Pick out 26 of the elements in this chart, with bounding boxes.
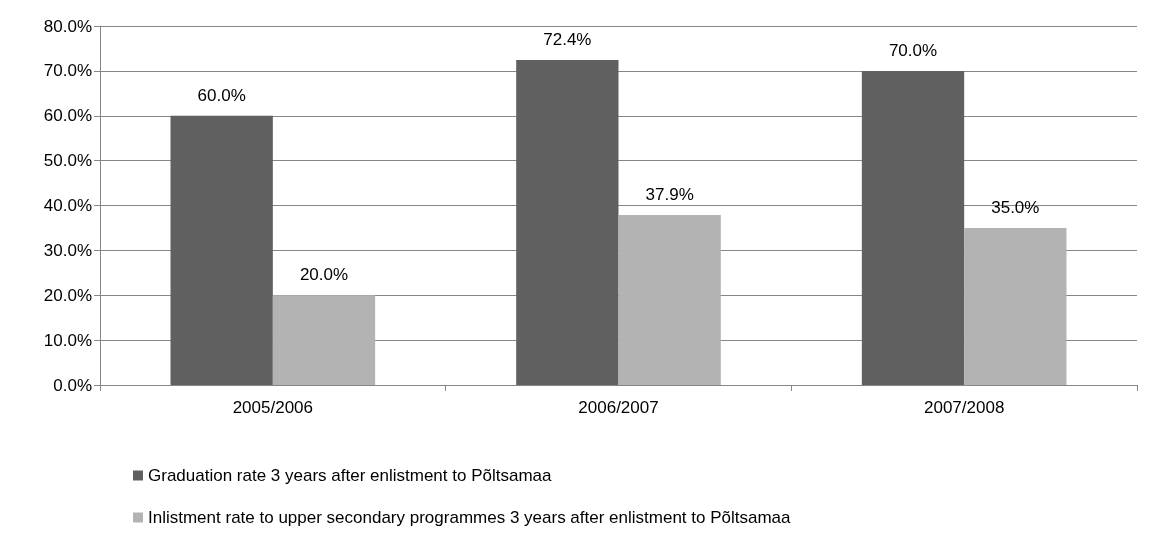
y-tick-label: 40.0% — [43, 196, 92, 215]
y-tick-label: 0.0% — [53, 375, 92, 395]
bar — [861, 70, 965, 385]
bar — [964, 227, 1067, 385]
y-tick-label: 10.0% — [43, 330, 92, 350]
x-tick-label: 2005/2006 — [232, 398, 314, 417]
data-label: 72.4% — [543, 30, 592, 50]
y-tick-label: 30.0% — [43, 240, 92, 260]
data-label: 70.0% — [888, 40, 938, 60]
legend-label: Inlistment rate to upper secondary programmes 3 years after enlistment to Põltsamaa — [148, 508, 792, 527]
y-tick-label: 70.0% — [43, 61, 92, 81]
x-tick-label: 2007/2008 — [923, 398, 1005, 417]
data-label: 60.0% — [197, 85, 246, 105]
y-tick-label: 20.0% — [43, 285, 92, 305]
y-tick-label: 80.0% — [43, 16, 92, 36]
data-label: 35.0% — [991, 197, 1040, 217]
bar — [272, 295, 376, 385]
x-tick-label: 2006/2007 — [578, 398, 659, 417]
bar — [170, 115, 273, 385]
y-tick-label: 50.0% — [43, 151, 92, 171]
data-label: 20.0% — [299, 265, 349, 285]
legend-label: Graduation rate 3 years after enlistment to Põltsamaa — [148, 466, 553, 485]
y-tick-label: 60.0% — [43, 106, 92, 126]
bar — [516, 60, 619, 385]
bar — [618, 214, 721, 385]
data-label: 37.9% — [645, 184, 694, 204]
